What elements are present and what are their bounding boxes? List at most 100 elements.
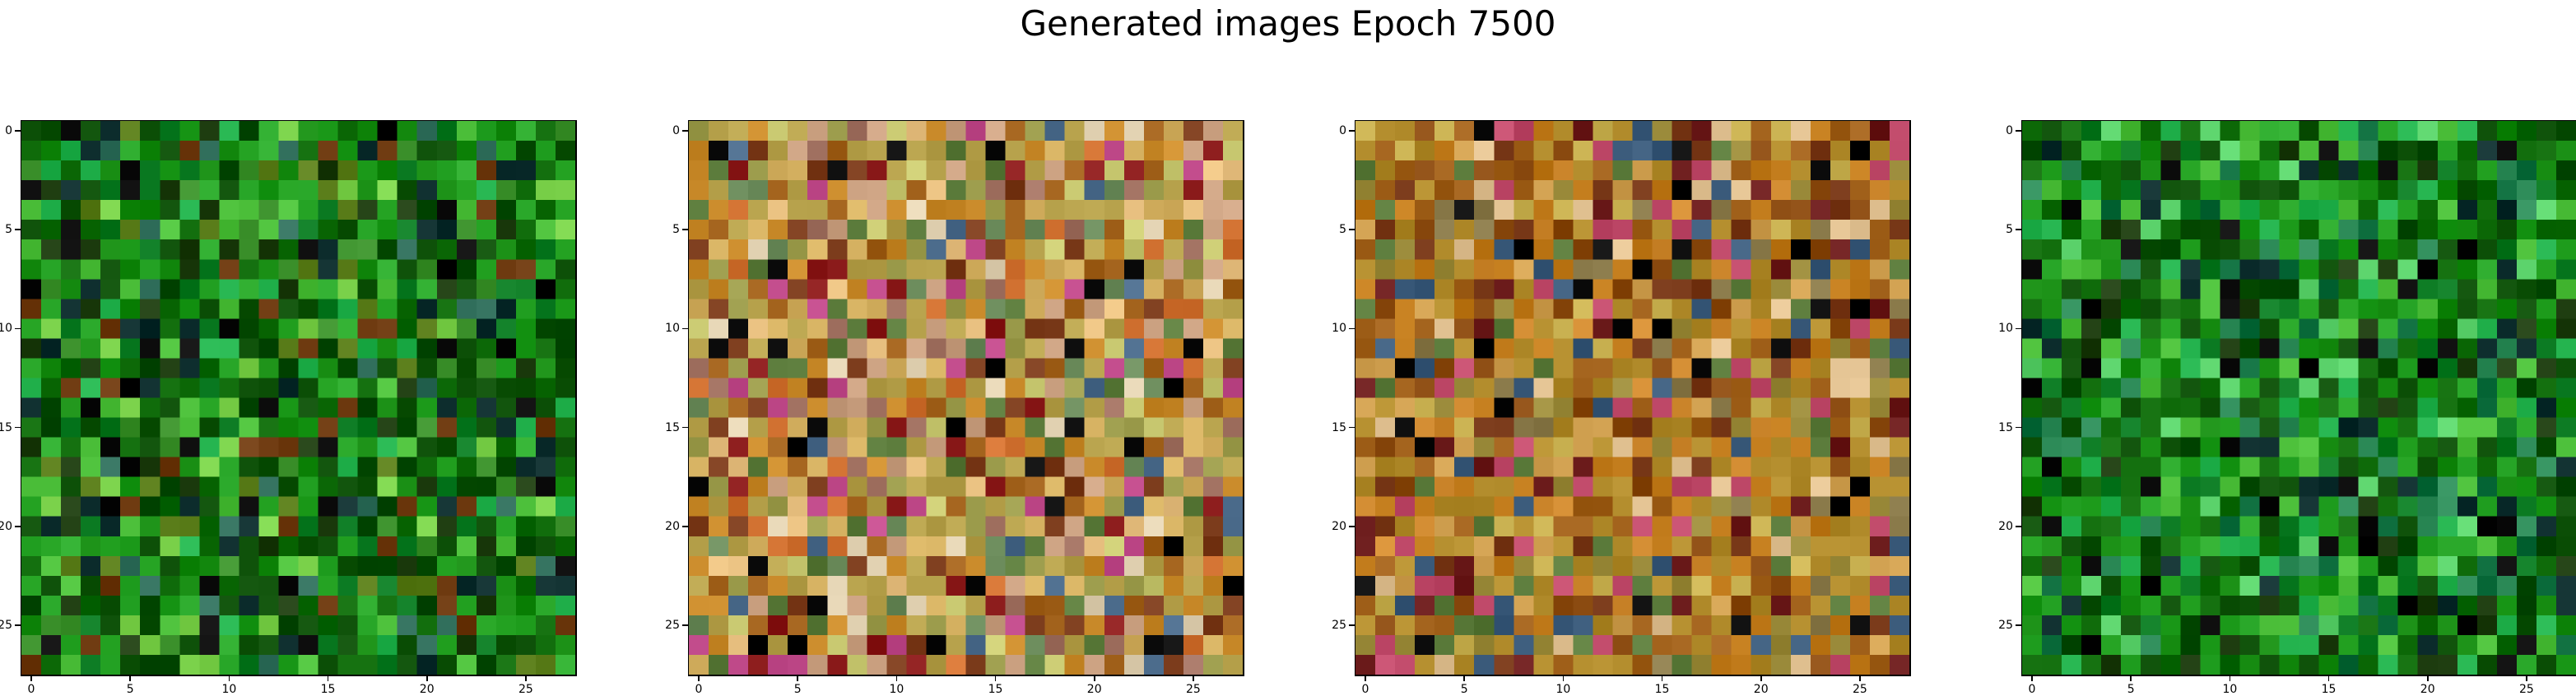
- x-tick: [2130, 675, 2132, 681]
- x-tick: [228, 675, 230, 681]
- x-tick-label: 5: [126, 683, 134, 696]
- y-tick-label: 25: [665, 618, 680, 632]
- y-tick-label: 5: [672, 223, 680, 237]
- y-tick: [682, 624, 688, 626]
- x-tick-label: 0: [2028, 683, 2036, 696]
- y-tick-label: 10: [1332, 322, 1346, 336]
- x-tick: [2526, 675, 2527, 681]
- x-tick-label: 20: [2420, 683, 2435, 696]
- x-tick: [2327, 675, 2330, 681]
- y-tick-label: 15: [0, 420, 12, 434]
- y-tick: [1349, 229, 1355, 230]
- y-tick-label: 15: [1998, 420, 2013, 434]
- y-tick: [682, 426, 688, 429]
- x-tick: [2229, 675, 2231, 681]
- x-tick-label: 15: [2321, 683, 2337, 696]
- y-tick-label: 10: [665, 322, 680, 336]
- image-panel-1: 0 5 10 15 20 25 0 5 10 15 20 25: [0, 120, 577, 695]
- y-tick-label: 0: [2006, 124, 2013, 138]
- generated-image-4: [2022, 121, 2576, 675]
- y-tick: [682, 130, 688, 132]
- x-tick-label: 25: [2518, 683, 2534, 696]
- x-tick: [797, 675, 798, 681]
- x-tick: [1661, 675, 1663, 681]
- x-tick: [1562, 675, 1565, 681]
- x-tick: [1093, 675, 1095, 681]
- image-panel-4: 0 5 10 15 20 25 0 5 10 15 20 25: [1998, 120, 2576, 695]
- x-tick: [2031, 675, 2033, 681]
- x-tick: [1365, 675, 1366, 681]
- y-tick-label: 25: [0, 618, 12, 632]
- generated-image-2: [689, 121, 1243, 675]
- x-tick-label: 0: [27, 683, 35, 696]
- y-tick: [2016, 229, 2021, 230]
- x-tick: [129, 675, 131, 681]
- x-tick-label: 5: [793, 683, 802, 696]
- x-tick: [1859, 675, 1861, 681]
- x-tick-label: 20: [1753, 683, 1769, 696]
- y-tick-label: 15: [665, 420, 680, 434]
- x-tick-label: 10: [221, 683, 237, 696]
- x-tick: [1463, 675, 1465, 681]
- y-tick: [2016, 130, 2021, 132]
- y-tick: [1349, 426, 1355, 429]
- y-tick: [2016, 327, 2021, 330]
- image-panel-3: 0 5 10 15 20 25 0 5 10 15 20 25: [1332, 120, 1911, 695]
- x-tick-label: 15: [988, 683, 1003, 696]
- x-tick: [1193, 675, 1194, 681]
- x-tick-label: 5: [2127, 683, 2135, 696]
- x-tick-label: 15: [1654, 683, 1670, 696]
- y-tick-label: 20: [1332, 519, 1346, 533]
- y-tick: [2016, 624, 2021, 626]
- x-tick-label: 15: [320, 683, 336, 696]
- x-tick-label: 5: [1460, 683, 1468, 696]
- x-tick-label: 10: [2222, 683, 2238, 696]
- y-tick-label: 5: [2006, 223, 2013, 237]
- x-tick: [2426, 675, 2429, 681]
- y-tick-label: 20: [0, 519, 12, 533]
- x-tick-label: 20: [419, 683, 435, 696]
- y-tick-label: 10: [0, 322, 12, 336]
- y-tick: [1349, 624, 1355, 626]
- x-tick: [698, 675, 700, 681]
- generated-image-3: [1355, 121, 1909, 675]
- x-tick: [1760, 675, 1762, 681]
- y-tick: [1349, 525, 1355, 527]
- y-tick-label: 5: [5, 223, 12, 237]
- y-tick: [15, 130, 21, 132]
- y-tick: [682, 525, 688, 527]
- image-panel-2: 0 5 10 15 20 25 0 5 10 15 20 25: [665, 120, 1244, 695]
- x-tick-label: 25: [1852, 683, 1867, 696]
- y-tick: [1349, 327, 1355, 330]
- x-tick: [327, 675, 329, 681]
- y-tick-label: 20: [1998, 519, 2013, 533]
- y-tick-label: 0: [1339, 124, 1346, 138]
- x-tick: [425, 675, 428, 681]
- y-tick-label: 25: [1332, 618, 1346, 632]
- y-tick: [15, 624, 21, 626]
- y-tick-label: 0: [5, 124, 12, 138]
- y-tick-label: 5: [1339, 223, 1346, 237]
- y-tick-label: 25: [1998, 618, 2013, 632]
- x-tick-label: 10: [889, 683, 904, 696]
- y-tick: [2016, 525, 2021, 527]
- x-tick-label: 10: [1555, 683, 1571, 696]
- x-tick-label: 25: [1185, 683, 1201, 696]
- x-tick: [994, 675, 997, 681]
- y-tick-label: 20: [665, 519, 680, 533]
- x-tick: [525, 675, 527, 681]
- y-tick: [682, 327, 688, 330]
- y-tick-label: 10: [1998, 322, 2013, 336]
- y-tick: [15, 327, 21, 330]
- y-tick-label: 15: [1332, 420, 1346, 434]
- y-tick: [2016, 426, 2021, 429]
- x-tick: [30, 675, 32, 681]
- y-tick: [15, 229, 21, 230]
- y-tick: [15, 525, 21, 527]
- x-tick-label: 20: [1086, 683, 1102, 696]
- figure-title: Generated images Epoch 7500: [1020, 3, 1556, 44]
- x-tick: [895, 675, 898, 681]
- generated-image-1: [21, 121, 575, 675]
- y-tick: [1349, 130, 1355, 132]
